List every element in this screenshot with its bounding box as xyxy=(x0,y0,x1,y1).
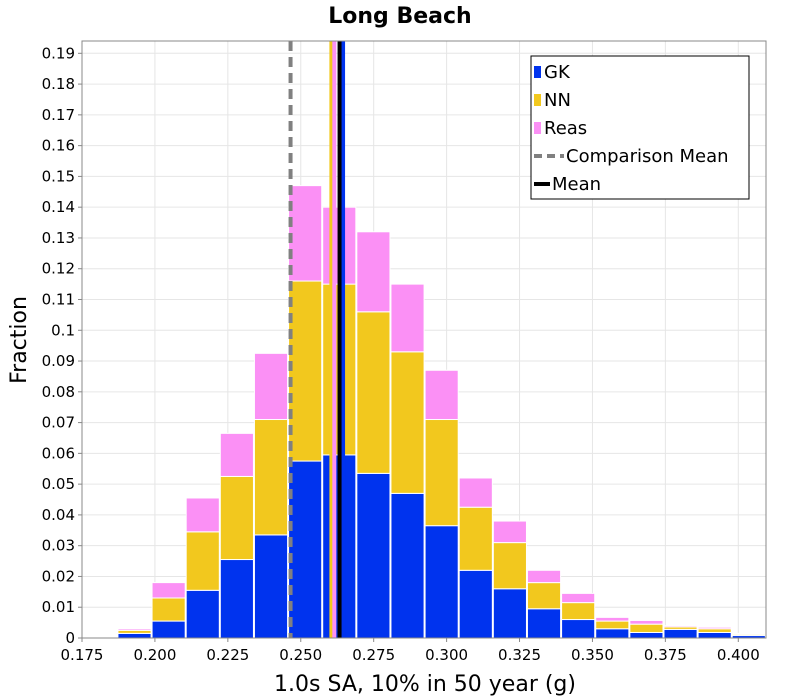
bar-reas xyxy=(288,185,323,282)
bar-gk xyxy=(185,589,220,639)
x-tick-label: 0.375 xyxy=(644,646,687,664)
y-tick-label: 0.16 xyxy=(42,137,75,155)
legend-swatch-nn xyxy=(534,94,541,106)
y-tick-label: 0.07 xyxy=(42,414,75,432)
y-tick-label: 0.11 xyxy=(42,290,75,308)
legend-label-reas: Reas xyxy=(544,118,587,139)
bar-reas xyxy=(492,520,527,544)
y-tick-label: 0.12 xyxy=(42,260,75,278)
bar-reas xyxy=(561,592,596,604)
bar-gk xyxy=(288,460,323,639)
bar-reas xyxy=(458,477,493,508)
bar-reas xyxy=(697,626,732,630)
bar-gk xyxy=(219,559,254,639)
bar-nn xyxy=(458,506,493,571)
bar-gk xyxy=(629,631,664,639)
bar-reas xyxy=(356,231,391,313)
legend-label-nn: NN xyxy=(544,90,571,111)
legend-label-gk: GK xyxy=(544,62,571,83)
y-tick-label: 0.18 xyxy=(42,75,75,93)
y-tick-label: 0.14 xyxy=(42,198,75,216)
bars xyxy=(83,185,766,639)
y-tick-label: 0.06 xyxy=(42,444,75,462)
legend-label-mean: Mean xyxy=(552,174,601,195)
bar-gk xyxy=(117,632,152,639)
x-tick-label: 0.200 xyxy=(133,646,176,664)
bar-gk xyxy=(253,534,289,639)
bar-gk xyxy=(561,619,596,639)
y-tick-label: 0.08 xyxy=(42,383,75,401)
bar-reas xyxy=(185,497,220,533)
y-tick-label: 0.19 xyxy=(42,44,75,62)
x-tick-label: 0.350 xyxy=(571,646,614,664)
x-tick-label: 0.250 xyxy=(279,646,322,664)
x-tick-label: 0.325 xyxy=(498,646,541,664)
bar-nn xyxy=(526,582,562,610)
x-tick-label: 0.225 xyxy=(206,646,249,664)
bar-gk xyxy=(356,472,391,639)
bar-reas xyxy=(663,625,698,628)
bar-nn xyxy=(219,475,254,561)
plot-border xyxy=(81,40,767,639)
y-tick-label: 0.05 xyxy=(42,475,75,493)
bar-nn xyxy=(356,311,391,474)
bar-gk xyxy=(424,525,459,639)
y-tick-label: 0.04 xyxy=(42,506,75,524)
bar-reas xyxy=(526,569,562,584)
bar-reas xyxy=(117,628,152,631)
bar-reas xyxy=(151,582,186,599)
y-axis-ticks: 0 0.01 0.02 0.03 0.04 0.05 0.06 0.07 0.08 0.09 0.1… xyxy=(42,44,82,647)
bar-gk xyxy=(595,628,630,639)
bar-nn xyxy=(151,597,186,622)
bar-nn xyxy=(288,280,323,462)
bar-nn xyxy=(253,419,289,536)
legend-box xyxy=(530,55,750,200)
bar-gk xyxy=(492,588,527,639)
y-axis-label: Fraction xyxy=(7,296,32,384)
bar-gk xyxy=(663,628,698,639)
bar-nn xyxy=(561,602,596,621)
chart-title: Long Beach xyxy=(328,4,471,29)
y-tick-label: 0.15 xyxy=(42,167,75,185)
y-tick-label: 0.1 xyxy=(51,321,75,339)
bar-nn xyxy=(595,620,630,630)
x-tick-label: 0.275 xyxy=(352,646,395,664)
bar-nn xyxy=(390,351,425,494)
bar-nn xyxy=(424,419,459,527)
bar-nn xyxy=(492,542,527,590)
bar-reas xyxy=(219,432,254,477)
y-tick-label: 0.03 xyxy=(42,537,75,555)
y-tick-label: 0.17 xyxy=(42,106,75,124)
bar-nn xyxy=(697,628,732,633)
y-tick-label: 0.01 xyxy=(42,598,75,616)
x-axis-ticks: 0.175 0.200 0.225 0.250 0.275 0.300 0.325 0.350… xyxy=(61,638,760,664)
bar-reas xyxy=(253,352,289,421)
legend: GK NN Reas Comparison Mean Mean xyxy=(530,55,750,200)
legend-label-comparison-mean: Comparison Mean xyxy=(566,146,729,167)
bar-gk xyxy=(151,620,186,639)
bar-reas xyxy=(390,283,425,353)
legend-swatch-reas xyxy=(534,122,541,134)
x-axis-label: 1.0s SA, 10% in 50 year (g) xyxy=(274,672,576,697)
x-tick-label: 0.400 xyxy=(717,646,760,664)
y-tick-label: 0 xyxy=(65,629,75,647)
bar-nn xyxy=(629,623,664,633)
x-tick-label: 0.175 xyxy=(61,646,104,664)
bar-gk xyxy=(526,608,562,639)
bar-gk xyxy=(390,492,425,639)
bar-nn xyxy=(185,531,220,591)
bar-reas xyxy=(595,616,630,622)
y-tick-label: 0.09 xyxy=(42,352,75,370)
bar-reas xyxy=(424,369,459,421)
legend-swatch-gk xyxy=(534,66,541,78)
y-tick-label: 0.13 xyxy=(42,229,75,247)
x-tick-label: 0.300 xyxy=(425,646,468,664)
bar-reas xyxy=(629,619,664,625)
bar-gk xyxy=(697,631,732,639)
bar-gk xyxy=(458,569,493,639)
bar-reas xyxy=(731,632,766,635)
mean-markers xyxy=(288,41,346,638)
y-tick-label: 0.02 xyxy=(42,567,75,585)
